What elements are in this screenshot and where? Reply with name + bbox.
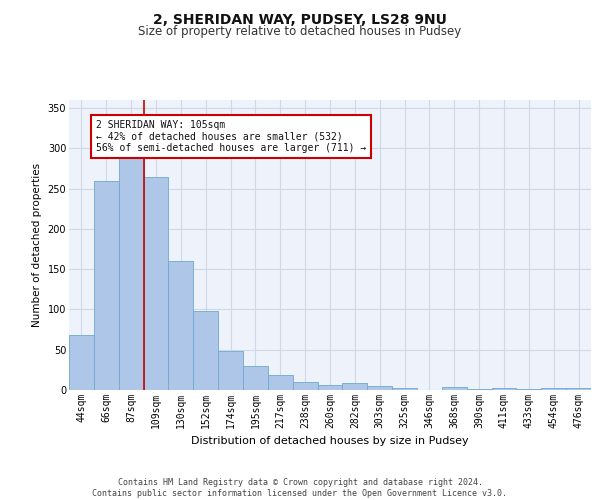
Bar xyxy=(343,383,367,390)
Bar xyxy=(193,311,218,390)
Y-axis label: Number of detached properties: Number of detached properties xyxy=(32,163,42,327)
Bar xyxy=(119,152,143,390)
Bar xyxy=(218,352,243,390)
X-axis label: Distribution of detached houses by size in Pudsey: Distribution of detached houses by size … xyxy=(191,436,469,446)
Bar xyxy=(541,388,566,390)
Bar xyxy=(69,335,94,390)
Bar xyxy=(517,389,541,390)
Bar xyxy=(94,180,119,390)
Text: Size of property relative to detached houses in Pudsey: Size of property relative to detached ho… xyxy=(139,25,461,38)
Bar xyxy=(143,176,169,390)
Bar xyxy=(392,388,417,390)
Bar xyxy=(467,389,491,390)
Text: 2, SHERIDAN WAY, PUDSEY, LS28 9NU: 2, SHERIDAN WAY, PUDSEY, LS28 9NU xyxy=(153,12,447,26)
Bar xyxy=(293,382,317,390)
Bar xyxy=(367,386,392,390)
Bar xyxy=(566,388,591,390)
Bar xyxy=(268,374,293,390)
Text: 2 SHERIDAN WAY: 105sqm
← 42% of detached houses are smaller (532)
56% of semi-de: 2 SHERIDAN WAY: 105sqm ← 42% of detached… xyxy=(97,120,367,154)
Bar xyxy=(491,388,517,390)
Bar xyxy=(317,385,343,390)
Bar xyxy=(442,387,467,390)
Bar xyxy=(243,366,268,390)
Bar xyxy=(169,261,193,390)
Text: Contains HM Land Registry data © Crown copyright and database right 2024.
Contai: Contains HM Land Registry data © Crown c… xyxy=(92,478,508,498)
